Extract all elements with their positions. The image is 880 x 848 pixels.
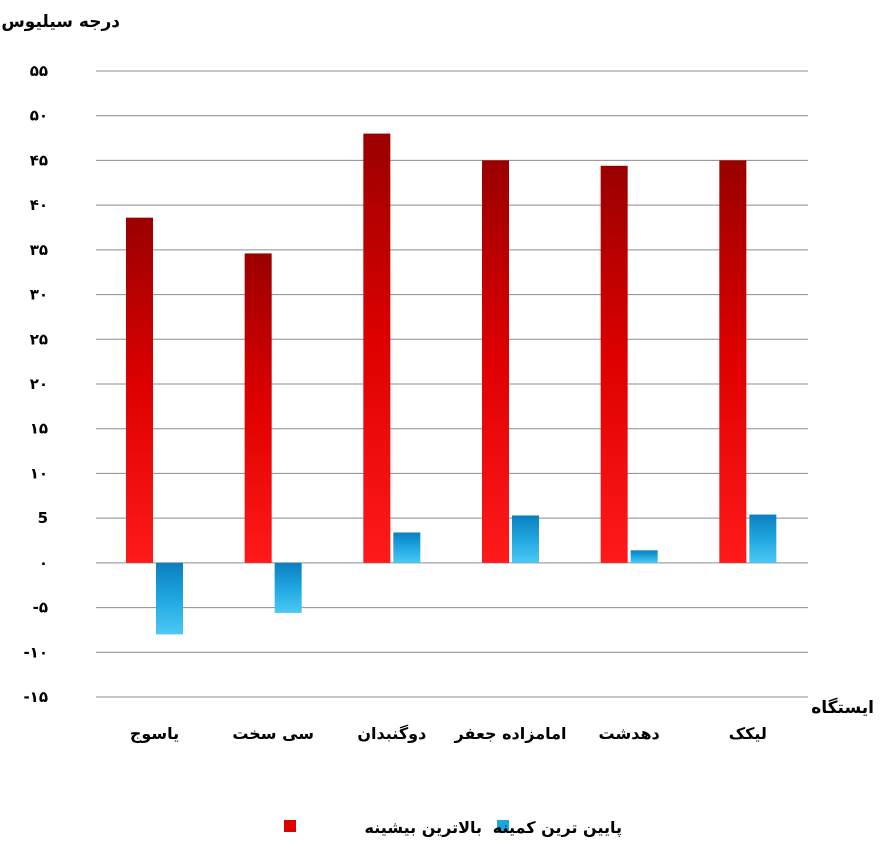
bar-min — [512, 515, 539, 563]
y-tick-label: ۵۰ — [30, 107, 48, 125]
y-tick-label: ۲۰ — [30, 375, 48, 393]
bar-max — [244, 253, 272, 563]
legend-label: پایین ترین کمینه — [493, 818, 622, 838]
x-axis-label: ایستگاه — [811, 697, 874, 718]
bar-max — [482, 160, 509, 563]
y-tick-label: -۱۵ — [23, 688, 48, 706]
bar-min — [156, 562, 183, 635]
bar-min — [749, 514, 777, 563]
y-axis-label: درجه سیلیوس — [1, 12, 120, 32]
bar-max — [600, 165, 628, 563]
bar-max — [126, 217, 153, 563]
y-tick-label: ۱۰ — [30, 464, 48, 482]
x-tick-label: امامزاده جعفر — [454, 724, 567, 743]
y-tick-label: ۴۰ — [30, 196, 48, 214]
y-tick-label: -۱۰ — [23, 643, 48, 661]
y-tick-label: ۰ — [39, 554, 48, 572]
y-tick-label: ۱۵ — [30, 420, 48, 438]
y-tick-label: ۳۰ — [30, 286, 48, 304]
x-tick-label: یاسوج — [130, 724, 179, 743]
legend-label: بالاترین بیشینه — [365, 818, 482, 837]
legend-swatch — [497, 820, 509, 832]
y-tick-label: ۵۵ — [30, 62, 48, 80]
y-axis-ticks: ۵۵ ۵۰ ۴۵ ۴۰ ۳۵ ۳۰ ۲۵ ۲۰ ۱۵ ۱۰ 5 ۰ -۵ -۱۰ -۱۵ — [23, 62, 48, 706]
legend-item: بالاترین بیشینه — [284, 818, 482, 837]
legend-swatch — [284, 820, 296, 832]
bars — [126, 133, 777, 635]
x-tick-label: سی سخت — [232, 724, 314, 743]
legend: بالاترین بیشینه پایین ترین کمینه — [284, 818, 622, 838]
y-tick-label: -۵ — [33, 599, 48, 617]
y-tick-label: 5 — [38, 509, 48, 527]
bar-max — [363, 133, 391, 563]
x-tick-label: لیکک — [729, 724, 767, 743]
bar-min — [393, 532, 421, 563]
x-tick-label: دهدشت — [599, 724, 660, 743]
x-axis-ticks: یاسوج سی سخت دوگنبدان امامزاده جعفر دهدشت لیک… — [130, 724, 767, 743]
y-tick-label: ۴۵ — [30, 151, 48, 169]
y-tick-label: ۳۵ — [30, 241, 48, 259]
legend-item: پایین ترین کمینه — [493, 818, 622, 838]
bar-max — [719, 160, 747, 563]
gridlines — [96, 70, 808, 698]
x-tick-label: دوگنبدان — [357, 724, 426, 743]
y-tick-label: ۲۵ — [30, 330, 48, 348]
bar-min — [274, 562, 302, 613]
bar-min — [630, 550, 658, 563]
